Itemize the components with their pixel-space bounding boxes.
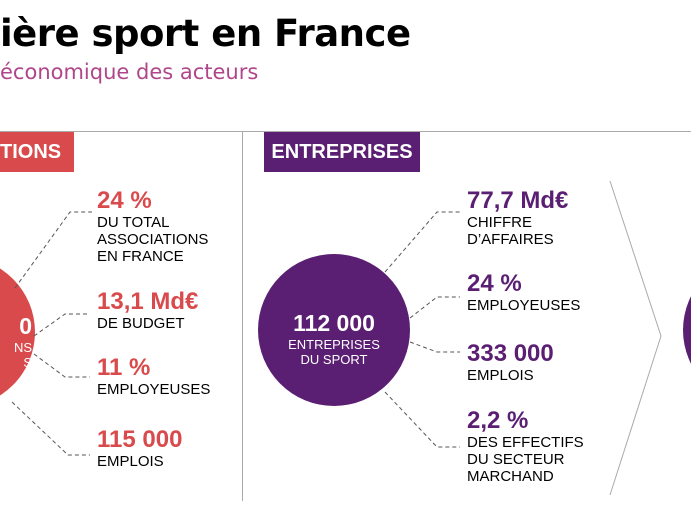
stat-value: 333 000 bbox=[467, 340, 554, 367]
stat-item: 11 % EMPLOYEUSES bbox=[97, 354, 211, 399]
stat-label: ASSOCIATIONS bbox=[97, 231, 209, 248]
tag-associations: TIONS bbox=[0, 132, 74, 172]
circle-value: 0 bbox=[19, 313, 32, 339]
stat-value: 11 % bbox=[97, 354, 151, 381]
stat-value: 24 % bbox=[467, 270, 522, 297]
circle-label: S bbox=[23, 355, 32, 370]
stat-label: DU SECTEUR bbox=[467, 451, 565, 468]
circle-value: 112 000 bbox=[293, 310, 375, 336]
page-title: ière sport en France bbox=[0, 12, 411, 55]
tag-entreprises: ENTREPRISES bbox=[264, 132, 420, 172]
third-circle bbox=[683, 296, 691, 364]
stat-item: 13,1 Md€ DE BUDGET bbox=[97, 288, 199, 333]
stat-item: 24 % EMPLOYEUSES bbox=[467, 270, 581, 315]
stat-value: 2,2 % bbox=[467, 407, 529, 434]
stat-item: 77,7 Md€ CHIFFRE D’AFFAIRES bbox=[467, 187, 569, 249]
stat-label: CHIFFRE bbox=[467, 214, 532, 231]
stat-label: MARCHAND bbox=[467, 468, 554, 485]
stat-item: 2,2 % DES EFFECTIFS DU SECTEUR MARCHAND bbox=[467, 407, 584, 486]
page-subtitle: économique des acteurs bbox=[0, 60, 259, 84]
stat-label: EN FRANCE bbox=[97, 248, 184, 265]
stat-label: EMPLOYEUSES bbox=[97, 381, 211, 398]
stat-item: 333 000 EMPLOIS bbox=[467, 340, 554, 385]
stat-label: D’AFFAIRES bbox=[467, 231, 554, 248]
stat-value: 77,7 Md€ bbox=[467, 187, 569, 214]
stat-label: EMPLOYEUSES bbox=[467, 297, 581, 314]
stat-value: 115 000 bbox=[97, 426, 183, 453]
stat-value: 24 % bbox=[97, 187, 152, 214]
stat-label: EMPLOIS bbox=[97, 453, 164, 470]
chevron-arrow-icon bbox=[609, 180, 662, 496]
stat-label: DU TOTAL bbox=[97, 214, 170, 231]
circle-label: NS bbox=[13, 340, 32, 355]
horizontal-divider bbox=[0, 131, 691, 132]
vertical-divider bbox=[242, 131, 243, 501]
circle-label: ENTREPRISES bbox=[288, 337, 380, 352]
associations-circle-text: 0 NS S bbox=[0, 257, 32, 407]
stat-item: 24 % DU TOTAL ASSOCIATIONS EN FRANCE bbox=[97, 187, 209, 266]
stat-label: DES EFFECTIFS bbox=[467, 434, 584, 451]
stat-value: 13,1 Md€ bbox=[97, 288, 199, 315]
stat-label: DE BUDGET bbox=[97, 315, 185, 332]
entreprises-circle: 112 000 ENTREPRISES DU SPORT bbox=[258, 254, 410, 406]
stat-label: EMPLOIS bbox=[467, 367, 534, 384]
stat-item: 115 000 EMPLOIS bbox=[97, 426, 183, 471]
circle-label: DU SPORT bbox=[300, 352, 368, 367]
associations-circle bbox=[0, 268, 35, 396]
